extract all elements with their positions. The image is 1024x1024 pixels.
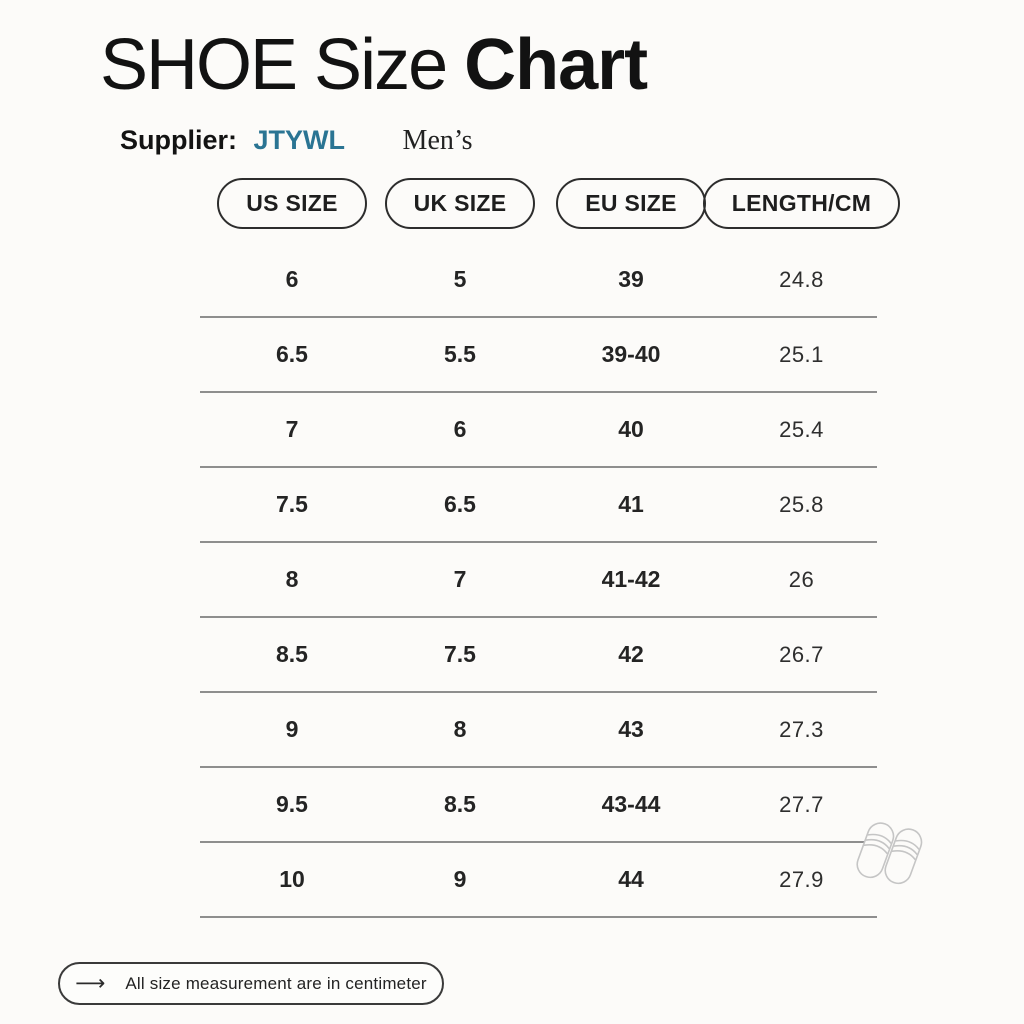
length-cm-value: 26 [788,566,815,592]
table-row: 9.5 8.5 43-44 27.7 [200,768,877,843]
uk-size-value: 8.5 [444,791,476,817]
uk-size-value: 6.5 [444,491,476,517]
us-size-value: 8.5 [276,641,308,667]
table-row: 10 9 44 27.9 [200,843,877,918]
eu-size-value: 42 [618,641,644,667]
header-cell-us: US SIZE [200,178,384,229]
header-cell-uk: UK SIZE [384,178,536,229]
length-cm-value: 27.3 [779,716,824,742]
uk-size-value: 7 [453,566,467,592]
slippers-icon [852,816,926,903]
uk-size-pill: UK SIZE [384,178,536,229]
us-size-value: 6.5 [276,341,308,367]
length-cm-pill: LENGTH/CM [702,178,901,229]
table-row: 6.5 5.5 39-40 25.1 [200,318,877,393]
eu-size-value: 43-44 [601,791,661,817]
table-row: 9 8 43 27.3 [200,693,877,768]
eu-size-value: 43 [618,716,644,742]
us-size-value: 7.5 [276,491,308,517]
uk-size-value: 8 [453,716,467,742]
us-size-value: 8 [285,566,299,592]
uk-size-value: 6 [453,416,467,442]
length-cm-value: 25.8 [779,491,824,517]
supplier-label: Supplier: [120,125,238,155]
us-size-value: 7 [285,416,299,442]
length-cm-value: 27.9 [779,866,824,892]
us-size-value: 9.5 [276,791,308,817]
measurement-note-pill: ⟶ All size measurement are in centimeter [58,962,444,1005]
header-cell-length: LENGTH/CM [702,178,901,229]
us-size-value: 6 [285,266,299,292]
header-cell-eu: EU SIZE [536,178,726,229]
us-size-value: 9 [285,716,299,742]
eu-size-value: 39 [618,266,644,292]
uk-size-value: 5.5 [444,341,476,367]
measurement-note-text: All size measurement are in centimeter [125,973,427,993]
right-arrow-icon: ⟶ [75,971,106,995]
eu-size-pill: EU SIZE [556,178,706,229]
size-table: US SIZE UK SIZE EU SIZE LENGTH/CM 6 5 39… [200,178,901,918]
page-title-bold: Chart [464,25,648,105]
length-cm-value: 25.1 [779,341,824,367]
table-row: 8.5 7.5 42 26.7 [200,618,877,693]
supplier-row: Supplier: JTYWL Men’s [120,125,473,157]
eu-size-value: 39-40 [601,341,661,367]
eu-size-value: 41 [618,491,644,517]
page-title-regular: SHOE Size [100,25,465,105]
length-cm-value: 26.7 [779,641,824,667]
size-table-body: 6 5 39 24.8 6.5 5.5 39-40 25.1 7 6 40 25… [200,243,877,918]
length-cm-value: 24.8 [779,266,824,292]
supplier-name: JTYWL [253,125,346,155]
eu-size-value: 40 [618,416,644,442]
length-cm-value: 25.4 [779,416,824,442]
uk-size-value: 9 [453,866,467,892]
uk-size-value: 7.5 [444,641,476,667]
page-title: SHOE Size Chart [100,25,648,105]
eu-size-value: 41-42 [601,566,661,592]
table-row: 7 6 40 25.4 [200,393,877,468]
category-label: Men’s [402,125,473,156]
size-table-header: US SIZE UK SIZE EU SIZE LENGTH/CM [200,178,901,229]
eu-size-value: 44 [618,866,644,892]
table-row: 7.5 6.5 41 25.8 [200,468,877,543]
us-size-value: 10 [279,866,305,892]
length-cm-value: 27.7 [779,791,824,817]
table-row: 8 7 41-42 26 [200,543,877,618]
us-size-pill: US SIZE [217,178,367,229]
table-row: 6 5 39 24.8 [200,243,877,318]
uk-size-value: 5 [453,266,467,292]
